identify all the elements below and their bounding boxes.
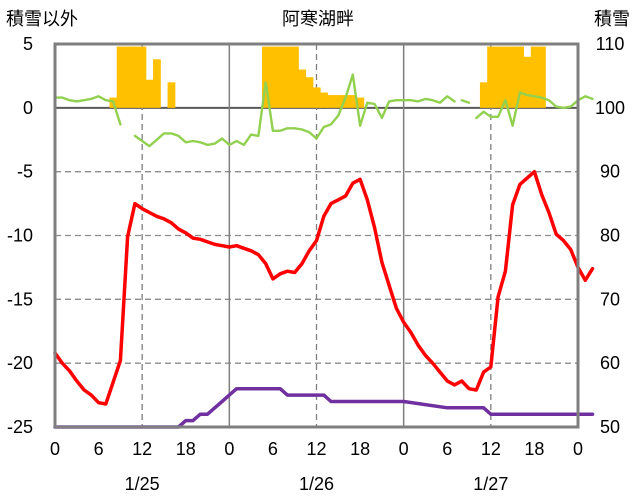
x-tick-label: 6 [94,439,104,459]
series-lines [53,73,595,429]
snowfall-bars [109,46,546,108]
y-left-tick-label: -25 [7,417,33,437]
day-label: 1/27 [473,474,508,494]
y-right-tick-label: 90 [600,162,620,182]
y-left-tick-label: -15 [7,289,33,309]
snowfall-bar [320,92,328,108]
snowfall-bar [124,46,132,108]
y-left-tick-label: -5 [17,162,33,182]
snowfall-bar [487,46,495,108]
x-tick-label: 12 [306,439,326,459]
snowfall-bar [501,46,510,108]
y-left-tick-label: -10 [7,226,33,246]
snowfall-bar [145,79,154,108]
snowfall-bar [298,69,307,108]
snowfall-bar [167,82,176,108]
snowfall-bar [516,46,525,108]
y-left-tick-label: 0 [23,98,33,118]
snowfall-bar [523,56,532,108]
series-line-1 [53,73,594,148]
y-right-tick-label: 110 [596,34,625,54]
y-right-tick-label: 100 [595,98,625,118]
y-right-tick-label: 50 [600,417,620,437]
right-axis-label: 積雪 [594,9,630,30]
snowfall-bar [153,59,161,108]
snowfall-bar [479,82,488,108]
y-left-tick-label: 5 [23,34,33,54]
snowfall-bar [138,46,147,108]
day-label: 1/26 [299,474,334,494]
snowfall-bar [327,95,336,108]
x-tick-label: 18 [524,439,544,459]
snowfall-bar [334,95,343,108]
x-tick-label: 6 [268,439,278,459]
x-tick-label: 18 [176,439,196,459]
snowfall-bar [341,95,350,108]
y-right-tick-label: 70 [600,289,620,309]
snowfall-bar [276,46,285,108]
snowfall-bar [508,46,517,108]
x-tick-label: 0 [399,439,409,459]
x-tick-label: 12 [481,439,501,459]
snowfall-bar [356,97,365,108]
plot-frame [53,42,580,429]
x-tick-label: 6 [442,439,452,459]
snowfall-bar [530,46,539,108]
series-line-0 [53,169,595,406]
y-right-tick-label: 60 [600,353,620,373]
x-tick-label: 0 [224,439,234,459]
day-label: 1/25 [125,474,160,494]
x-tick-label: 18 [350,439,370,459]
chart-title: 阿寒湖畔 [282,9,354,30]
snowfall-bar [538,46,546,108]
x-tick-label: 0 [50,439,60,459]
snowfall-bar [494,46,503,108]
snowfall-bar [312,87,321,108]
y-left-tick-label: -20 [7,353,33,373]
y-right-tick-label: 80 [600,226,620,246]
series-line-2 [53,386,595,429]
snowfall-bar [283,46,292,108]
snowfall-bar [116,46,125,108]
snowfall-bar [131,46,140,108]
snowfall-bar [262,46,270,108]
left-axis-label: 積雪以外 [6,9,78,30]
snowfall-bar [269,46,278,108]
snowfall-bar [349,95,357,108]
snowfall-bar [305,77,314,108]
snowfall-bar [291,46,299,108]
x-tick-label: 0 [573,439,583,459]
x-tick-label: 12 [132,439,152,459]
grid [55,44,578,427]
